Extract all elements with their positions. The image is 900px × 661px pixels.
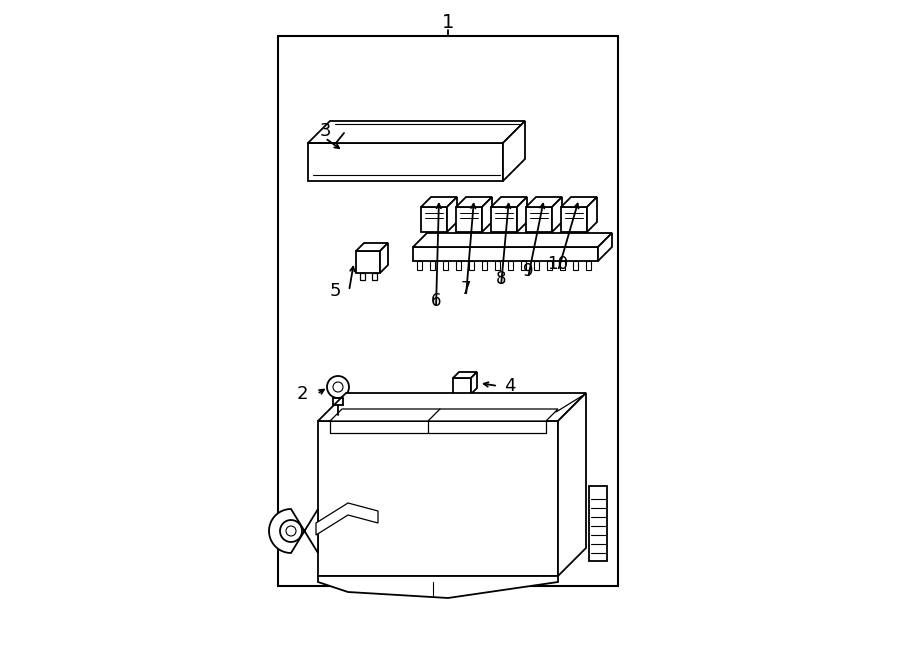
Polygon shape xyxy=(558,393,586,576)
Bar xyxy=(560,261,565,270)
Bar xyxy=(586,261,591,270)
Bar xyxy=(482,261,487,270)
Polygon shape xyxy=(456,197,492,207)
Text: 2: 2 xyxy=(296,385,308,403)
Polygon shape xyxy=(318,576,558,598)
Polygon shape xyxy=(421,207,447,232)
Polygon shape xyxy=(316,503,378,535)
Polygon shape xyxy=(561,197,597,207)
Polygon shape xyxy=(587,197,597,232)
Polygon shape xyxy=(318,421,558,576)
Bar xyxy=(456,394,461,400)
Polygon shape xyxy=(330,409,558,421)
Polygon shape xyxy=(491,197,527,207)
Text: 4: 4 xyxy=(504,377,516,395)
Polygon shape xyxy=(526,197,562,207)
Polygon shape xyxy=(269,509,318,553)
Polygon shape xyxy=(526,207,552,232)
Text: 9: 9 xyxy=(523,262,533,280)
Polygon shape xyxy=(329,415,347,438)
Polygon shape xyxy=(471,372,477,394)
Polygon shape xyxy=(517,197,527,232)
Text: 10: 10 xyxy=(547,255,569,273)
Circle shape xyxy=(333,382,343,392)
Circle shape xyxy=(327,376,349,398)
Bar xyxy=(521,261,526,270)
Polygon shape xyxy=(308,121,525,143)
Polygon shape xyxy=(356,251,380,273)
Polygon shape xyxy=(598,233,612,261)
Text: 8: 8 xyxy=(496,270,506,288)
Bar xyxy=(508,261,513,270)
Bar xyxy=(372,273,377,280)
Polygon shape xyxy=(380,243,388,273)
Polygon shape xyxy=(491,207,517,232)
Bar xyxy=(443,261,448,270)
Bar xyxy=(278,36,618,586)
Polygon shape xyxy=(308,143,503,181)
Polygon shape xyxy=(453,372,477,378)
Circle shape xyxy=(286,526,296,536)
Bar xyxy=(495,261,500,270)
Bar xyxy=(469,261,474,270)
Polygon shape xyxy=(552,197,562,232)
Polygon shape xyxy=(453,378,471,394)
Text: 1: 1 xyxy=(442,13,454,32)
Text: 7: 7 xyxy=(461,280,472,298)
Bar xyxy=(547,261,552,270)
Bar xyxy=(456,261,461,270)
Bar xyxy=(430,261,435,270)
Bar xyxy=(589,486,607,561)
Polygon shape xyxy=(447,197,457,232)
Polygon shape xyxy=(413,233,612,247)
Circle shape xyxy=(280,520,302,542)
Polygon shape xyxy=(561,207,587,232)
Text: 3: 3 xyxy=(320,122,331,140)
Polygon shape xyxy=(456,207,482,232)
Text: 6: 6 xyxy=(431,292,441,310)
Polygon shape xyxy=(503,121,525,181)
Polygon shape xyxy=(421,197,457,207)
Text: 5: 5 xyxy=(329,282,341,300)
Polygon shape xyxy=(318,393,586,421)
Polygon shape xyxy=(356,243,388,251)
Polygon shape xyxy=(413,247,598,261)
Polygon shape xyxy=(482,197,492,232)
Bar xyxy=(360,273,365,280)
Bar xyxy=(417,261,422,270)
Bar xyxy=(573,261,578,270)
Bar xyxy=(534,261,539,270)
